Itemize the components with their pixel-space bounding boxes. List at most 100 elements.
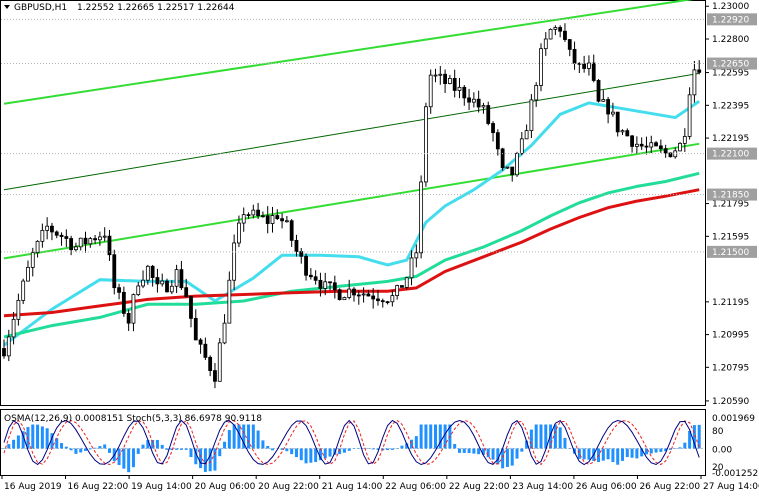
candle [102,227,107,242]
candle [467,88,471,111]
candle [457,77,462,99]
time-tick-label: 22 Aug 06:00 [385,482,446,492]
symbol-title: GBPUSD,H1 [14,3,67,13]
candle [308,268,313,280]
candle [136,281,141,297]
candle [150,264,155,287]
candle [232,234,237,290]
candle [630,134,634,153]
candle [112,249,117,295]
price-tag-label: 1.22920 [712,15,749,25]
price-axis: 1.23000 1.22800 1.22595 1.22395 1.22195 1.217… [705,2,749,407]
candle [16,293,21,326]
candle [505,166,510,170]
candles [2,23,702,389]
candle [275,209,280,220]
oscillator-scale-label: 80 [712,427,724,437]
price-tags: 1.22920 1.22650 1.22100 1.21850 1.21500 [1,13,757,258]
candle [26,260,30,282]
candle [697,60,702,75]
candle [50,222,54,241]
candle [539,43,543,92]
candle [184,278,189,298]
stoch-main-line [3,419,700,466]
price-tag: 1.22650 [707,57,757,70]
candle [280,213,284,229]
candle [342,296,347,301]
candle [198,338,203,354]
candle [313,270,318,285]
candle [40,223,45,248]
candle [332,275,337,299]
candle [141,270,145,289]
time-tick-label: 27 Aug 14:00 [703,482,759,492]
candle [476,90,481,113]
candle [69,235,74,256]
candle [462,85,467,106]
candle [337,288,342,301]
candle [74,242,78,252]
candle [174,264,179,294]
candle [169,280,174,295]
candle [97,231,102,246]
candle [424,102,428,187]
candle [165,278,169,293]
price-tag-label: 1.22650 [712,60,749,70]
time-tick-label: 19 Aug 14:00 [131,482,192,492]
price-tag: 1.21850 [707,188,757,201]
price-tick-label: 1.22395 [712,101,749,111]
oscillator-axis: 0.001969 80 0.00 20-0.001252 [712,414,758,479]
time-tick-label: 26 Aug 06:00 [576,482,637,492]
candle [107,229,112,261]
candle [352,287,356,302]
candle [131,293,136,332]
oscillator-scale-label: 0.00 [712,446,732,456]
candle [328,281,332,291]
oscillator-scale-label: -0.001252 [712,469,758,479]
series-channel-lower [3,142,700,260]
candle [519,131,524,156]
candle [304,253,308,281]
candle [21,278,26,305]
candle [222,314,227,345]
candle [447,74,452,85]
candle [347,279,352,300]
candle [217,337,222,382]
collapse-arrow-icon[interactable] [4,5,10,9]
price-tick-label: 1.20590 [712,397,749,407]
candle [83,231,88,253]
candle [534,82,539,107]
candle [471,92,476,108]
candle [213,363,217,389]
price-tag: 1.21500 [707,245,757,258]
candle [620,129,625,136]
candle [563,23,567,42]
candle [596,78,601,103]
candle [390,290,395,307]
oscillator-title: OSMA(12,26,9) 0.0008151 Stoch(5,3,3) 86.… [4,414,262,424]
candle [452,69,457,98]
candle [443,69,447,93]
candle [529,94,534,138]
candle [524,124,529,140]
osma-histogram [2,424,701,473]
price-tick-label: 1.20795 [712,363,749,373]
price-tag: 1.22100 [707,147,757,160]
oscillator-panel [1,419,705,473]
candle [500,147,505,171]
candle [625,128,630,137]
candle [318,272,323,297]
candle [179,260,184,290]
candle [35,240,40,258]
candle [366,289,371,297]
price-tick-label: 1.22195 [712,134,749,144]
price-tag-label: 1.21500 [712,248,749,258]
candle [553,25,558,36]
candle [227,271,232,324]
time-tick-label: 20 Aug 06:00 [195,482,256,492]
candle [634,136,639,154]
price-tag-label: 1.22100 [712,150,749,160]
time-tick-label: 22 Aug 22:00 [449,482,510,492]
